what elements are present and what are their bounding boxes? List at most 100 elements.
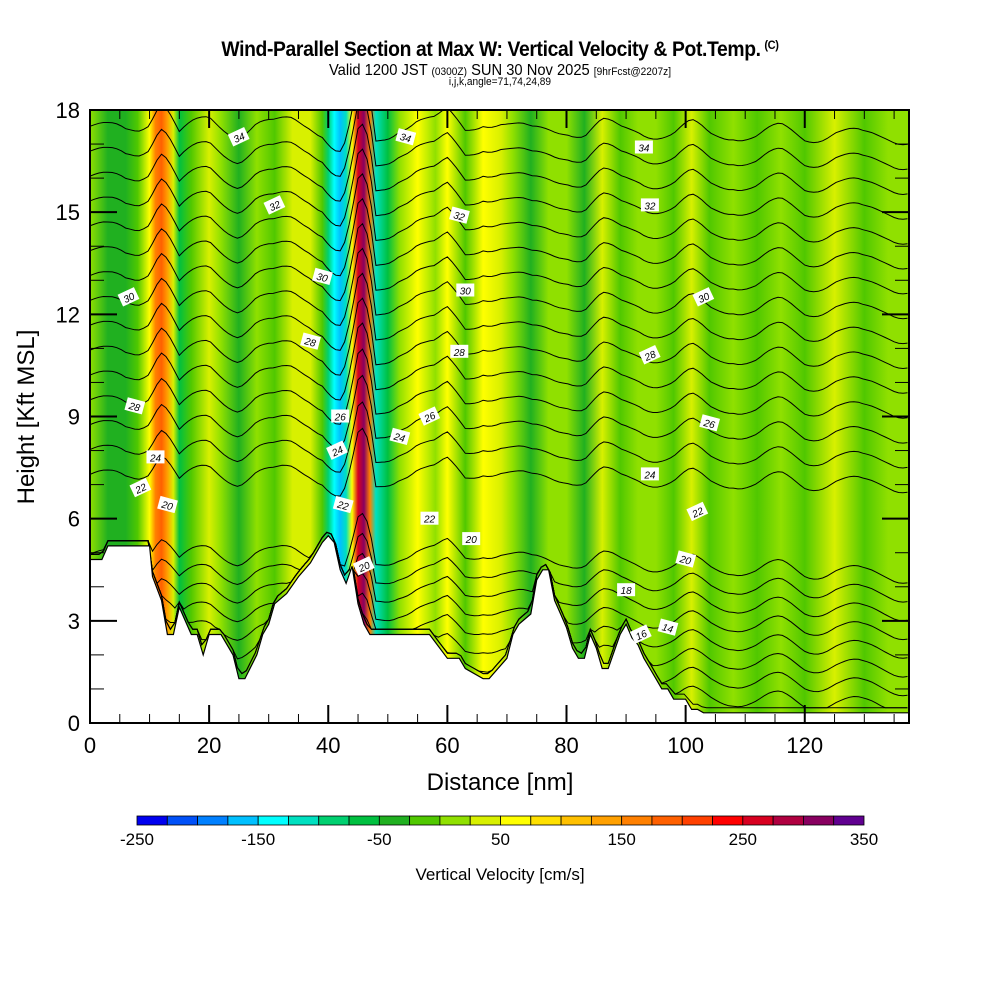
contour-label-text: 26 bbox=[334, 413, 347, 424]
colorbar-swatch bbox=[833, 815, 865, 826]
x-tick-label: 40 bbox=[316, 733, 340, 758]
contour-label-text: 26 bbox=[701, 418, 716, 432]
contour-label: 22 bbox=[129, 477, 152, 498]
colorbar-label: Vertical Velocity [cm/s] bbox=[415, 865, 584, 884]
contour-line bbox=[90, 374, 908, 449]
contour-line bbox=[90, 222, 908, 302]
contour-label: 28 bbox=[450, 344, 469, 359]
x-axis-label: Distance [nm] bbox=[427, 769, 574, 796]
contour-label-text: 20 bbox=[677, 554, 692, 568]
contour-label: 22 bbox=[332, 495, 354, 513]
valid-utc: (0300Z) bbox=[431, 66, 467, 78]
contour-label-text: 24 bbox=[392, 431, 407, 445]
contour-label-text: 34 bbox=[232, 131, 247, 146]
contour-label-text: 32 bbox=[452, 210, 466, 224]
contour-label-text: 32 bbox=[644, 201, 656, 212]
colorbar-swatch bbox=[409, 815, 441, 826]
x-tick-label: 0 bbox=[84, 733, 96, 758]
velocity-field bbox=[90, 110, 909, 723]
colorbar-tick-label: -250 bbox=[120, 830, 154, 849]
contour-label-text: 22 bbox=[133, 482, 149, 497]
colorbar-swatch bbox=[469, 815, 501, 826]
colorbar-swatch bbox=[439, 815, 471, 826]
contour-label: 30 bbox=[692, 287, 715, 307]
contour-label: 26 bbox=[331, 409, 350, 424]
contour-line bbox=[90, 272, 908, 351]
contour-label: 30 bbox=[456, 283, 475, 298]
colorbar-swatch bbox=[348, 815, 380, 826]
colorbar-swatch bbox=[742, 815, 774, 826]
colorbar-swatch bbox=[681, 815, 713, 826]
contour-label: 34 bbox=[227, 127, 250, 147]
contour-label-text: 24 bbox=[330, 444, 346, 459]
contour-label-text: 20 bbox=[465, 535, 478, 546]
contour-label: 26 bbox=[418, 406, 441, 426]
contour-line bbox=[90, 123, 908, 202]
contour-label: 30 bbox=[312, 267, 333, 286]
colorbar-swatch bbox=[772, 815, 804, 826]
contour-label-text: 18 bbox=[621, 586, 633, 597]
y-axis: 0 3 6 9 12 15 18 bbox=[56, 98, 909, 736]
contour-line bbox=[90, 173, 908, 252]
contour-label: 28 bbox=[300, 332, 321, 350]
colorbar-swatch bbox=[803, 815, 835, 826]
colorbar-tick-label: 50 bbox=[491, 830, 510, 849]
contour-line bbox=[90, 531, 908, 603]
forecast-info: [9hrFcst@2207z] bbox=[593, 66, 672, 78]
contour-label-text: 26 bbox=[422, 410, 438, 425]
y-tick-label: 12 bbox=[56, 302, 80, 327]
colorbar-tick-label: 150 bbox=[607, 830, 635, 849]
contour-line bbox=[90, 297, 908, 376]
contour-label-text: 22 bbox=[335, 499, 350, 513]
x-tick-label: 80 bbox=[554, 733, 578, 758]
y-tick-label: 9 bbox=[68, 405, 80, 430]
contour-label: 22 bbox=[420, 511, 439, 526]
contour-label-text: 22 bbox=[423, 515, 436, 526]
contour-label-text: 34 bbox=[638, 144, 650, 155]
title-text: Wind-Parallel Section at Max W: Vertical… bbox=[221, 38, 761, 61]
contour-label-text: 20 bbox=[356, 560, 372, 575]
contour-line bbox=[90, 348, 908, 425]
contour-label: 34 bbox=[395, 128, 417, 146]
colorbar-swatch bbox=[530, 815, 562, 826]
copyright-mark: (C) bbox=[764, 38, 779, 52]
x-axis: 0 20 40 60 80 100 120 bbox=[84, 110, 895, 758]
colorbar-swatch bbox=[500, 815, 532, 826]
contour-label: 24 bbox=[640, 467, 659, 481]
contour-label-text: 30 bbox=[315, 272, 329, 286]
contour-label-text: 34 bbox=[399, 132, 413, 146]
contour-label-text: 16 bbox=[634, 628, 649, 643]
contour-label: 14 bbox=[657, 618, 679, 636]
x-tick-label: 60 bbox=[435, 733, 459, 758]
contour-line bbox=[90, 110, 908, 152]
contour-label: 16 bbox=[629, 624, 652, 644]
contour-labels: 34 34 34 32 32 32 30 30 30 30 28 28 28 28 26 26 26 24 24 24… bbox=[117, 127, 721, 644]
theta-contours bbox=[90, 110, 908, 709]
contour-label-text: 32 bbox=[268, 199, 283, 214]
contour-line bbox=[90, 512, 908, 584]
colorbar-tick-label: -150 bbox=[241, 830, 275, 849]
colorbar-tick-label: 350 bbox=[850, 830, 878, 849]
contour-label-text: 24 bbox=[643, 470, 656, 481]
contour-label-text: 28 bbox=[453, 348, 466, 359]
contour-label: 32 bbox=[449, 206, 470, 224]
colorbar-tick-label: 250 bbox=[729, 830, 757, 849]
contour-label: 26 bbox=[699, 414, 721, 432]
colorbar-swatch bbox=[621, 815, 653, 826]
contour-label: 20 bbox=[352, 556, 375, 576]
y-tick-label: 6 bbox=[68, 507, 80, 532]
contour-line bbox=[90, 531, 908, 678]
contour-label: 32 bbox=[640, 198, 659, 212]
x-tick-label: 20 bbox=[197, 733, 221, 758]
valid-prefix: Valid 1200 JST bbox=[328, 62, 428, 79]
contour-label-text: 30 bbox=[697, 291, 712, 306]
x-tick-label: 100 bbox=[667, 733, 704, 758]
contour-label: 32 bbox=[263, 195, 286, 215]
colorbar-swatch bbox=[712, 815, 744, 826]
colorbar-swatch bbox=[257, 815, 289, 826]
contour-label-text: 30 bbox=[460, 287, 472, 298]
contour-label: 20 bbox=[675, 550, 697, 568]
terrain bbox=[90, 534, 909, 723]
contour-label: 24 bbox=[389, 427, 411, 445]
contour-label: 28 bbox=[638, 345, 661, 365]
